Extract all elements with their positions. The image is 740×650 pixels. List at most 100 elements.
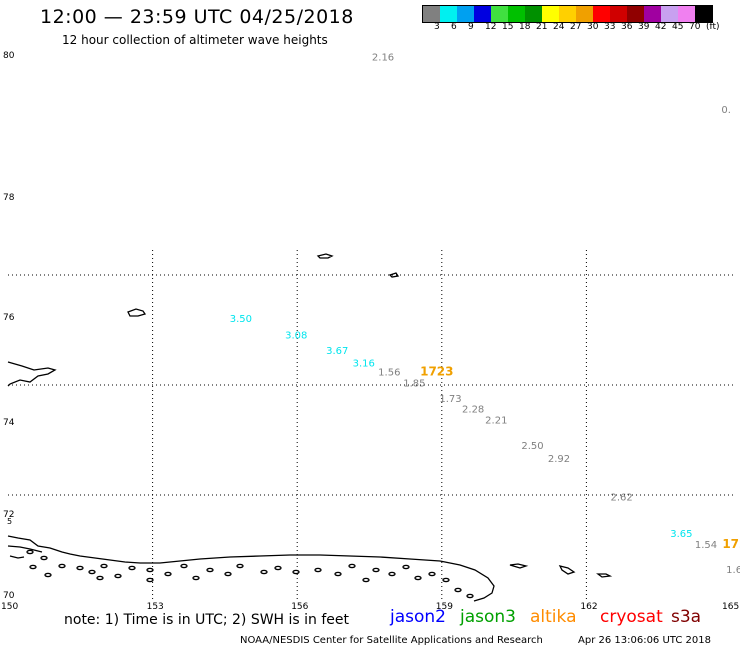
island	[58, 563, 66, 569]
legend-label: 9	[468, 22, 474, 32]
legend-swatch	[423, 6, 440, 22]
island	[96, 575, 104, 581]
coastline-segment	[316, 253, 334, 259]
longitude-label: 150	[1, 602, 18, 612]
island	[414, 575, 422, 581]
island	[76, 565, 84, 571]
wave-height-label: 2.16	[372, 53, 394, 64]
legend-swatch	[474, 6, 491, 22]
latitude-label: 70	[3, 591, 15, 601]
legend-label: 6	[451, 22, 457, 32]
latitude-label: 72	[3, 510, 14, 520]
legend-label: 39	[638, 22, 650, 32]
island	[236, 563, 244, 569]
island	[40, 555, 48, 561]
wave-height-label: 1.56	[378, 368, 400, 379]
legend-swatch	[559, 6, 576, 22]
latitude-label: 76	[3, 313, 15, 323]
longitude-label: 162	[580, 602, 597, 612]
island	[466, 593, 474, 599]
island	[114, 573, 122, 579]
longitude-label: 165	[722, 602, 739, 612]
island	[292, 569, 300, 575]
wave-height-label: 0.	[721, 105, 731, 116]
wave-height-label: 2.28	[462, 405, 484, 416]
legend-swatch	[508, 6, 525, 22]
island	[44, 572, 52, 578]
satellite-label-s3a: s3a	[671, 607, 702, 627]
satellite-label-jason2: jason2	[390, 607, 446, 627]
coastline-segment	[127, 308, 147, 317]
island	[164, 571, 172, 577]
island	[224, 571, 232, 577]
legend-swatch	[440, 6, 457, 22]
coastline	[7, 253, 613, 602]
island	[128, 565, 136, 571]
island	[454, 587, 462, 593]
longitude-label: 156	[291, 602, 308, 612]
wave-height-label: 2.92	[548, 454, 570, 465]
legend-label: 33	[604, 22, 616, 32]
legend-label: 27	[570, 22, 582, 32]
footnote: note: 1) Time is in UTC; 2) SWH is in fe…	[64, 612, 350, 628]
legend-label: 42	[655, 22, 667, 32]
color-legend-labels: 3 6 9 12 15 18 21 24 27 30 33 36 39 42 45 70 (ft)	[422, 22, 740, 34]
island	[314, 567, 322, 573]
coastline-segment	[7, 545, 43, 553]
coastline-segment	[7, 535, 495, 602]
wave-height-label: 1723	[420, 365, 453, 379]
latitude-label: 78	[3, 193, 15, 203]
legend-swatch	[661, 6, 678, 22]
island	[29, 564, 37, 570]
island	[442, 577, 450, 583]
map-subtitle: 12 hour collection of altimeter wave hei…	[62, 33, 328, 47]
legend-label: 18	[519, 22, 531, 32]
edge-axis-label: 5	[7, 517, 12, 526]
satellite-label-cryosat: cryosat	[600, 607, 663, 627]
island	[274, 565, 282, 571]
island	[372, 567, 380, 573]
island	[100, 563, 108, 569]
island	[260, 569, 268, 575]
wave-height-label: 1722	[722, 537, 740, 551]
graticule	[8, 250, 735, 602]
satellite-label-altika: altika	[530, 607, 577, 627]
legend-swatch	[525, 6, 542, 22]
wave-height-observations: 2.160.3.503.083.673.161.56 17231.851.732.…	[230, 53, 740, 577]
island	[146, 567, 154, 573]
credit-text: NOAA/NESDIS Center for Satellite Applica…	[240, 635, 543, 646]
legend-label: 24	[553, 22, 565, 32]
legend-swatch	[695, 6, 712, 22]
satellite-label-jason3: jason3	[460, 607, 516, 627]
generated-timestamp: Apr 26 13:06:06 UTC 2018	[578, 635, 711, 646]
wave-height-label: 1.6	[726, 565, 740, 576]
island	[388, 571, 396, 577]
coastline-segment	[7, 361, 57, 387]
island	[146, 577, 154, 583]
wave-height-label: 1.54	[695, 540, 717, 551]
legend-swatch	[644, 6, 661, 22]
legend-label: 70	[689, 22, 701, 32]
longitude-label: 153	[147, 602, 164, 612]
coastline-segment	[596, 573, 613, 578]
island	[334, 571, 342, 577]
wave-height-label: 3.65	[670, 529, 692, 540]
island	[180, 563, 188, 569]
island	[402, 564, 410, 570]
axis-labels: 150 153 156 159 162 165 80 78 76 74 72 70 5	[1, 51, 739, 612]
color-legend	[422, 5, 713, 23]
wave-height-label: 3.16	[353, 358, 375, 369]
legend-swatch	[542, 6, 559, 22]
legend-swatch	[593, 6, 610, 22]
island	[362, 577, 370, 583]
island	[348, 563, 356, 569]
longitude-label: 159	[436, 602, 453, 612]
legend-label: (ft)	[706, 22, 720, 32]
island	[192, 575, 200, 581]
latitude-label: 80	[3, 51, 15, 61]
legend-swatch	[627, 6, 644, 22]
island	[428, 571, 436, 577]
legend-swatch	[576, 6, 593, 22]
map-title: 12:00 — 23:59 UTC 04/25/2018	[40, 6, 354, 28]
